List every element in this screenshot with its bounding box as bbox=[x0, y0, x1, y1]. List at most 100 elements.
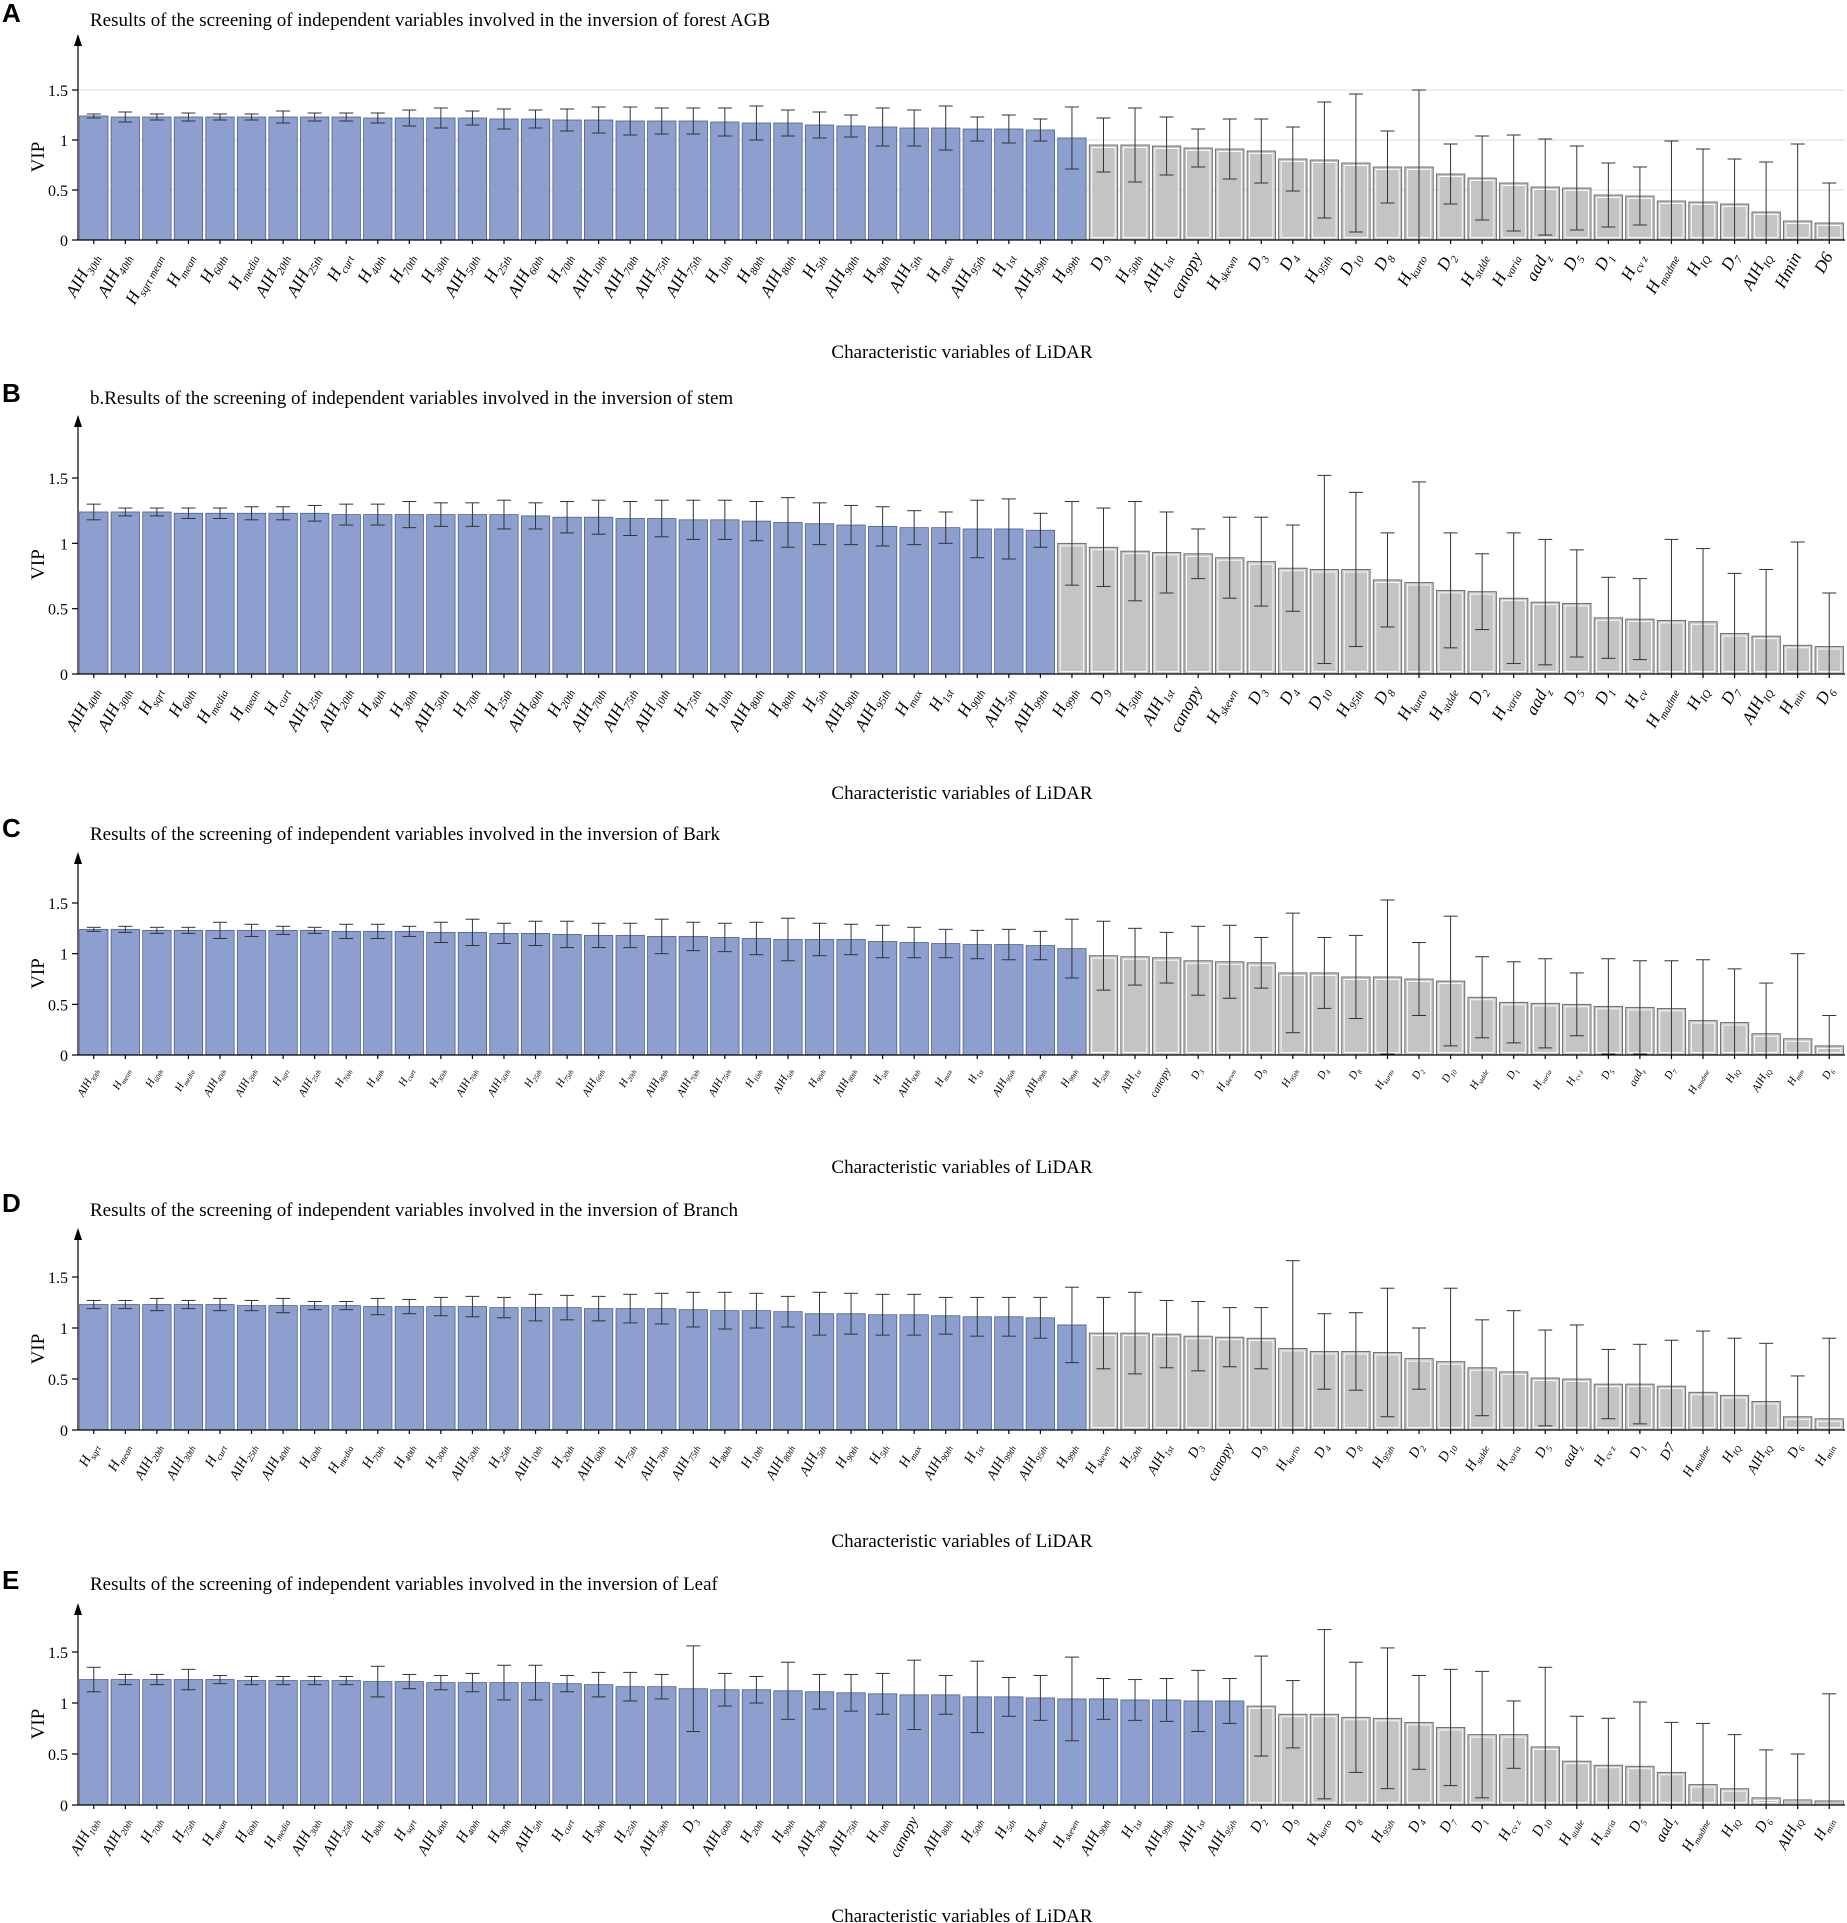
bar-H_media bbox=[236, 116, 267, 241]
error-bar bbox=[654, 107, 669, 135]
y-tick-label: 1.5 bbox=[48, 896, 68, 913]
bar-AIH_60th bbox=[584, 935, 614, 1056]
error-bar bbox=[1001, 498, 1016, 560]
error-bar bbox=[749, 1675, 764, 1704]
x-tick-label: AIH25th bbox=[282, 249, 325, 303]
error-bar bbox=[970, 1296, 985, 1337]
x-tick-label: AIH5th bbox=[771, 1065, 797, 1097]
error-bar bbox=[1538, 538, 1553, 666]
x-tick-label: D8 bbox=[1342, 1814, 1366, 1837]
error-bar bbox=[181, 1299, 196, 1310]
bar-AIH_40th bbox=[79, 511, 109, 675]
error-bar bbox=[1159, 116, 1174, 176]
error-bar bbox=[591, 499, 606, 535]
x-tick-label: H5th bbox=[866, 1440, 892, 1468]
y-axis-label: VIP bbox=[28, 958, 49, 989]
x-tick-label: H95th bbox=[1279, 1065, 1302, 1091]
error-bar bbox=[749, 501, 764, 542]
x-tick-label: HIQ bbox=[1719, 1440, 1744, 1467]
error-bar bbox=[339, 923, 354, 939]
y-tick-label: 0 bbox=[60, 1048, 68, 1065]
error-bar bbox=[1222, 1678, 1237, 1724]
x-tick-label: AIH30th bbox=[288, 1814, 324, 1860]
x-tick-label: D5 bbox=[1559, 249, 1588, 277]
bar-H_70th bbox=[363, 1306, 393, 1431]
error-bar bbox=[276, 506, 291, 521]
x-tick-label: AIHIQ bbox=[1750, 1066, 1775, 1096]
error-bar bbox=[496, 1296, 511, 1319]
x-tick-label: H10th bbox=[700, 249, 736, 289]
x-axis-label: Characteristic variables of LiDAR bbox=[831, 1531, 1092, 1552]
x-tick-label: H70th bbox=[448, 683, 484, 723]
error-bar bbox=[528, 502, 543, 530]
error-bar bbox=[1064, 1656, 1079, 1742]
x-tick-label: H99th bbox=[768, 1814, 797, 1847]
y-tick-label: 0 bbox=[60, 233, 68, 250]
panel-title: Results of the screening of independent … bbox=[90, 1574, 719, 1595]
x-tick-label: AIH40th bbox=[258, 1440, 292, 1484]
error-bar bbox=[844, 504, 859, 546]
error-bar bbox=[717, 107, 732, 137]
bar-H_media bbox=[205, 512, 235, 675]
x-axis-label: Characteristic variables of LiDAR bbox=[831, 783, 1092, 804]
x-tick-label: Hmean bbox=[105, 1440, 135, 1475]
x-tick-label: Hmin bbox=[1785, 1065, 1807, 1089]
error-bar bbox=[717, 499, 732, 540]
error-bar bbox=[1064, 501, 1079, 586]
x-tick-label: AIH20th bbox=[99, 1814, 135, 1860]
bar-AIH_20th bbox=[331, 514, 361, 675]
error-bar bbox=[812, 922, 827, 957]
x-tick-label: Hmedia bbox=[325, 1440, 356, 1478]
x-tick-label: Hsqrt bbox=[391, 1814, 419, 1846]
x-tick-label: H99th bbox=[1053, 1440, 1081, 1472]
x-tick-label: AIH60th bbox=[574, 1440, 608, 1484]
error-bar bbox=[1254, 1655, 1269, 1757]
x-tick-label: Hvaria bbox=[1494, 1440, 1523, 1475]
bar-H_70th bbox=[394, 117, 424, 241]
error-bar bbox=[812, 1291, 827, 1336]
x-tick-label: D6 bbox=[1752, 1814, 1776, 1837]
error-bar bbox=[1412, 942, 1427, 1016]
error-bar bbox=[1601, 958, 1616, 1055]
error-bar bbox=[875, 924, 890, 959]
x-tick-label: D5 bbox=[1532, 1440, 1555, 1462]
x-tick-label: D9 bbox=[1248, 1440, 1271, 1462]
bar-AIH_25th bbox=[300, 116, 330, 241]
error-bar bbox=[1001, 928, 1016, 961]
x-tick-label: Hsqrt bbox=[133, 682, 168, 720]
x-tick-label: AIHIQ bbox=[1774, 1814, 1807, 1854]
error-bar bbox=[1475, 956, 1490, 1039]
x-tick-label: aadz bbox=[1627, 1066, 1649, 1090]
error-bar bbox=[181, 1668, 196, 1691]
error-bar bbox=[118, 925, 133, 933]
x-tick-label: H60th bbox=[296, 1440, 324, 1472]
error-bar bbox=[276, 1297, 291, 1314]
error-bar bbox=[717, 1291, 732, 1330]
x-tick-label: D2 bbox=[1409, 1065, 1427, 1083]
bar-AIH_5th bbox=[899, 127, 929, 241]
error-bar bbox=[1317, 936, 1332, 1009]
x-tick-label: Hsqrt bbox=[270, 1065, 292, 1090]
bar-AIH_90th bbox=[836, 125, 866, 241]
x-tick-label: AIH75th bbox=[661, 249, 704, 303]
bar-H_80th bbox=[741, 122, 772, 241]
error-bar bbox=[149, 507, 164, 517]
error-bar bbox=[1538, 138, 1553, 236]
x-tick-label: AIH50th bbox=[635, 1814, 671, 1860]
bar-H_media bbox=[331, 1305, 361, 1431]
x-tick-label: H70th bbox=[137, 1814, 166, 1847]
error-bar bbox=[433, 921, 448, 944]
bar-H_70th bbox=[552, 119, 582, 241]
error-bar bbox=[560, 1674, 575, 1693]
x-tick-label: D9 bbox=[1085, 683, 1114, 711]
error-bar bbox=[1191, 128, 1206, 168]
error-bar bbox=[812, 111, 827, 139]
error-bar bbox=[1506, 961, 1521, 1044]
x-tick-label: AIH10th bbox=[630, 683, 673, 737]
x-tick-label: Hcv z bbox=[1591, 1440, 1618, 1470]
bar-H_25th bbox=[489, 118, 519, 241]
x-tick-label: AIH90th bbox=[921, 1440, 955, 1484]
error-bar bbox=[623, 1671, 638, 1702]
x-tick-label: AIH40th bbox=[201, 1065, 229, 1100]
x-tick-label: canopy bbox=[1205, 1440, 1238, 1483]
